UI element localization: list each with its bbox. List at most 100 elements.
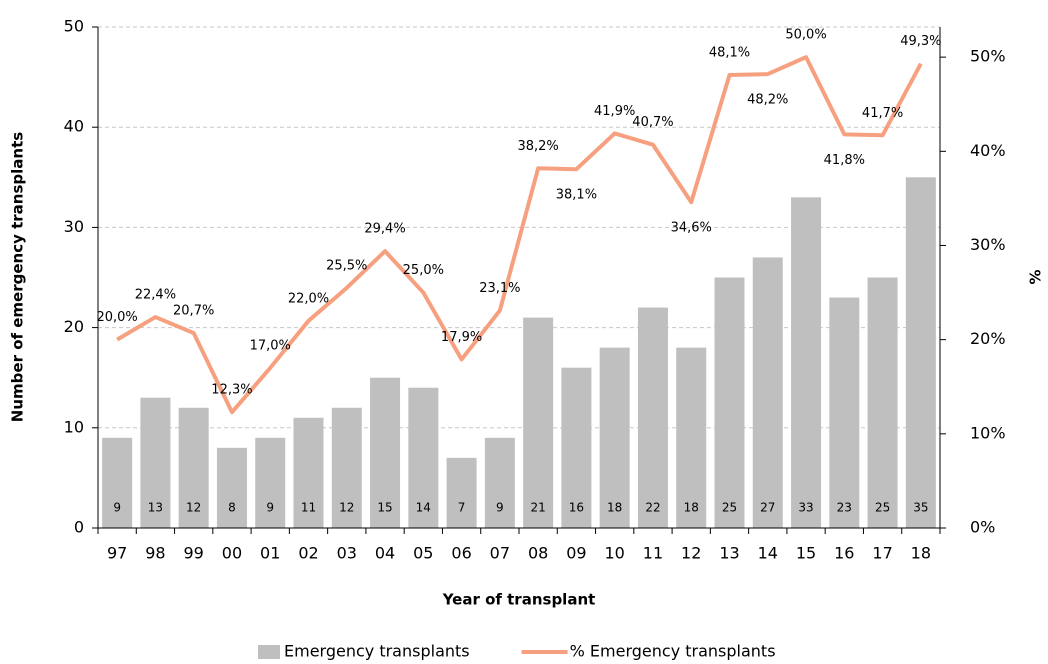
- bar: [293, 417, 324, 528]
- bar-value-label: 7: [458, 501, 466, 515]
- line-value-label: 25,0%: [403, 263, 444, 278]
- line-value-label: 29,4%: [364, 222, 405, 237]
- bar-value-label: 9: [266, 501, 274, 515]
- bar-value-label: 25: [875, 501, 890, 515]
- x-tick-label: 01: [260, 544, 280, 563]
- bar-value-label: 27: [760, 501, 775, 515]
- bar-value-label: 8: [228, 501, 236, 515]
- bar-value-label: 12: [186, 501, 201, 515]
- bar: [829, 297, 860, 528]
- bar: [102, 437, 133, 528]
- line-value-label: 17,0%: [250, 338, 291, 353]
- bar: [178, 407, 209, 528]
- x-tick-label: 98: [145, 544, 165, 563]
- y2-tick-label: 30%: [970, 235, 1006, 254]
- bar: [637, 307, 668, 528]
- bar-value-label: 12: [339, 501, 354, 515]
- line-value-label: 41,8%: [824, 153, 865, 168]
- bar: [561, 367, 592, 528]
- x-tick-label: 07: [490, 544, 510, 563]
- bar-value-label: 11: [301, 501, 316, 515]
- bar-value-label: 18: [607, 501, 622, 515]
- bar: [523, 317, 554, 528]
- x-tick-label: 09: [566, 544, 586, 563]
- bar-value-label: 33: [798, 501, 813, 515]
- legend-label: % Emergency transplants: [570, 642, 776, 661]
- bar-value-label: 23: [837, 501, 852, 515]
- x-tick-label: 97: [107, 544, 127, 563]
- line-value-label: 48,2%: [747, 93, 788, 108]
- line-value-label: 38,1%: [556, 188, 597, 203]
- line-value-label: 17,9%: [441, 330, 482, 345]
- x-tick-label: 13: [719, 544, 739, 563]
- line-value-label: 22,0%: [288, 291, 329, 306]
- bar-value-label: 22: [645, 501, 660, 515]
- line-value-label: 12,3%: [211, 383, 252, 398]
- bar: [370, 377, 401, 528]
- bar-value-label: 16: [569, 501, 584, 515]
- bar: [216, 447, 247, 528]
- x-tick-label: 11: [643, 544, 663, 563]
- bar-value-label: 9: [496, 501, 504, 515]
- bar: [905, 177, 936, 529]
- bar: [255, 437, 286, 528]
- line-value-label: 48,1%: [709, 46, 750, 61]
- line-value-label: 34,6%: [671, 221, 712, 236]
- x-tick-label: 99: [184, 544, 204, 563]
- line-value-label: 23,1%: [479, 281, 520, 296]
- bar-value-label: 21: [530, 501, 545, 515]
- line-value-label: 20,7%: [173, 304, 214, 319]
- bar-value-label: 13: [148, 501, 163, 515]
- y-tick-label: 50: [64, 17, 84, 36]
- y-tick-label: 20: [64, 317, 84, 336]
- y2-axis-label: %: [1027, 269, 1045, 284]
- y-tick-label: 0: [74, 518, 84, 537]
- x-tick-label: 14: [758, 544, 778, 563]
- x-tick-label: 05: [413, 544, 433, 563]
- line-value-label: 49,3%: [900, 34, 941, 49]
- bar-value-label: 14: [416, 501, 431, 515]
- x-tick-label: 06: [451, 544, 471, 563]
- x-tick-label: 17: [872, 544, 892, 563]
- x-axis-label: Year of transplant: [442, 591, 596, 609]
- bar-value-label: 9: [113, 501, 121, 515]
- bar-value-label: 35: [913, 501, 928, 515]
- bar-value-label: 18: [684, 501, 699, 515]
- line-value-label: 41,9%: [594, 104, 635, 119]
- x-tick-label: 12: [681, 544, 701, 563]
- x-tick-label: 08: [528, 544, 548, 563]
- line-value-label: 40,7%: [632, 115, 673, 130]
- x-tick-label: 03: [337, 544, 357, 563]
- bar: [140, 397, 171, 528]
- x-tick-label: 10: [605, 544, 625, 563]
- line-value-label: 20,0%: [96, 310, 137, 325]
- x-tick-label: 00: [222, 544, 242, 563]
- bar-value-label: 15: [377, 501, 392, 515]
- line-value-label: 38,2%: [517, 139, 558, 154]
- x-tick-label: 04: [375, 544, 395, 563]
- y2-tick-label: 50%: [970, 47, 1006, 66]
- bar: [714, 277, 745, 528]
- y-tick-label: 10: [64, 417, 84, 436]
- bar: [867, 277, 898, 528]
- y-axis-label: Number of emergency transplants: [9, 132, 27, 422]
- y2-tick-label: 0%: [970, 518, 995, 537]
- line-value-label: 25,5%: [326, 258, 367, 273]
- bar-value-label: 25: [722, 501, 737, 515]
- bar: [446, 457, 477, 528]
- line-value-label: 41,7%: [862, 106, 903, 121]
- y2-tick-label: 40%: [970, 141, 1006, 160]
- x-tick-label: 15: [796, 544, 816, 563]
- line-value-label: 50,0%: [785, 28, 826, 43]
- line-value-label: 22,4%: [135, 288, 176, 303]
- bar: [791, 197, 822, 528]
- bar: [408, 387, 439, 528]
- legend-label: Emergency transplants: [284, 642, 470, 661]
- y-tick-label: 40: [64, 117, 84, 136]
- x-tick-label: 18: [911, 544, 931, 563]
- y2-tick-label: 20%: [970, 329, 1006, 348]
- x-tick-label: 02: [298, 544, 318, 563]
- x-tick-label: 16: [834, 544, 854, 563]
- legend-swatch: [258, 645, 280, 659]
